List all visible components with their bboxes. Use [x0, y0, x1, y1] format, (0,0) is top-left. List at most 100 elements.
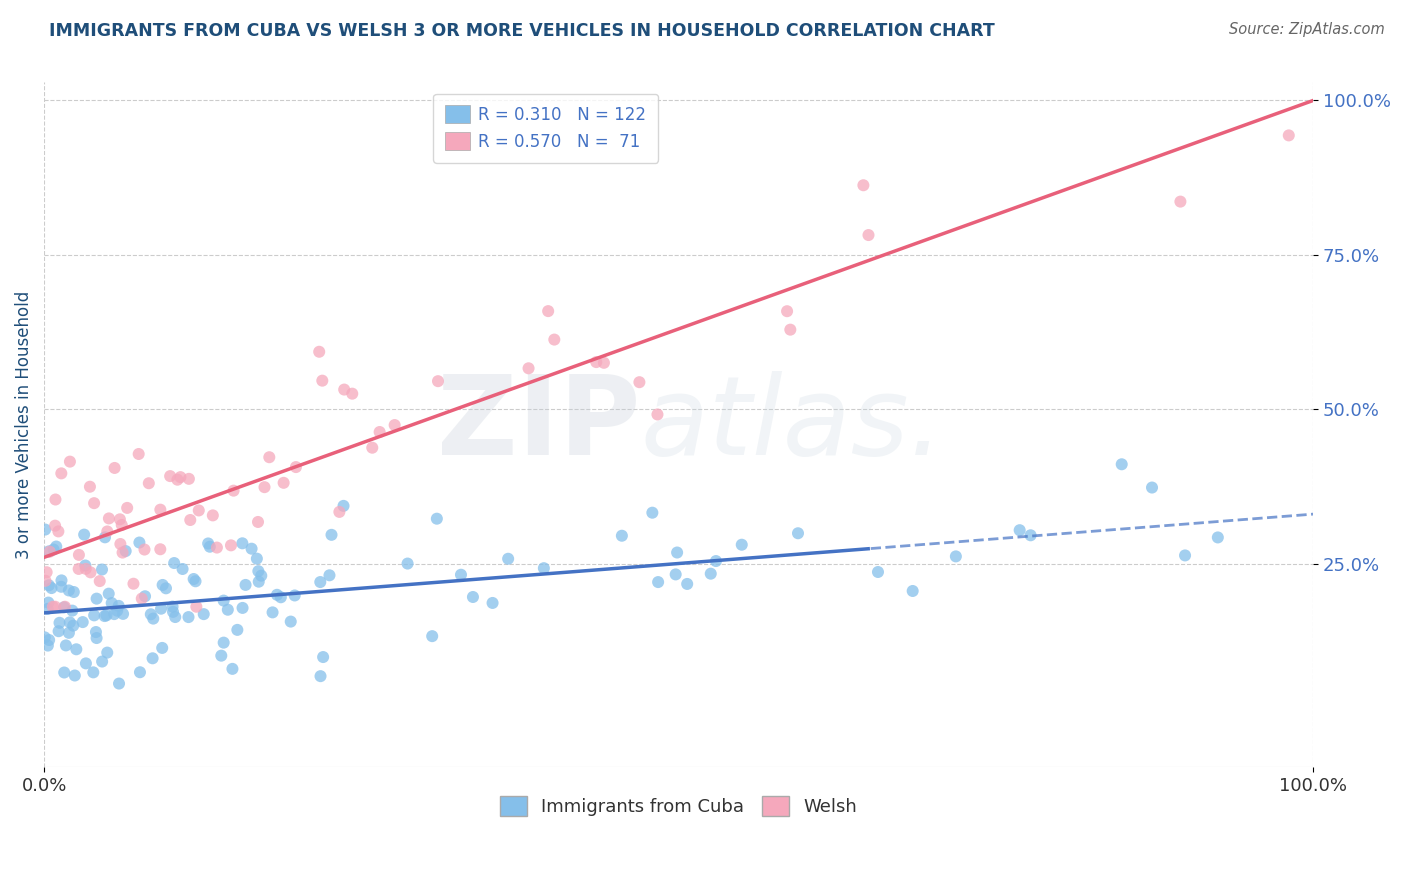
Point	[779, 323, 801, 337]
Point	[219, 538, 242, 552]
Point	[368, 425, 391, 439]
Point	[60, 604, 83, 618]
Point	[48, 615, 70, 630]
Point	[129, 665, 152, 680]
Point	[666, 545, 689, 559]
Point	[37, 639, 59, 653]
Point	[226, 623, 249, 637]
Point	[59, 615, 82, 630]
Point	[593, 356, 616, 370]
Point	[38, 544, 60, 558]
Point	[628, 375, 651, 389]
Point	[93, 609, 115, 624]
Point	[152, 578, 174, 592]
Point	[139, 607, 162, 622]
Point	[308, 344, 330, 359]
Point	[134, 589, 156, 603]
Text: IMMIGRANTS FROM CUBA VS WELSH 3 OR MORE VEHICLES IN HOUSEHOLD CORRELATION CHART: IMMIGRANTS FROM CUBA VS WELSH 3 OR MORE …	[49, 22, 995, 40]
Point	[53, 599, 76, 614]
Point	[48, 524, 70, 539]
Point	[165, 610, 187, 624]
Text: atlas.: atlas.	[641, 371, 945, 478]
Point	[134, 542, 156, 557]
Point	[55, 639, 77, 653]
Point	[128, 535, 150, 549]
Point	[585, 355, 607, 369]
Point	[533, 561, 555, 575]
Point	[37, 596, 59, 610]
Point	[1174, 549, 1197, 563]
Point	[945, 549, 967, 564]
Point	[221, 662, 243, 676]
Point	[86, 591, 108, 606]
Point	[273, 475, 295, 490]
Point	[247, 515, 270, 529]
Point	[1170, 194, 1192, 209]
Point	[222, 483, 245, 498]
Text: Source: ZipAtlas.com: Source: ZipAtlas.com	[1229, 22, 1385, 37]
Point	[342, 386, 364, 401]
Point	[246, 551, 269, 566]
Point	[776, 304, 799, 318]
Point	[665, 567, 688, 582]
Point	[35, 565, 58, 579]
Point	[131, 591, 153, 606]
Point	[169, 470, 191, 484]
Point	[328, 505, 350, 519]
Point	[111, 545, 134, 559]
Point	[610, 529, 633, 543]
Point	[311, 374, 333, 388]
Point	[79, 566, 101, 580]
Point	[42, 599, 65, 614]
Point	[333, 383, 356, 397]
Point	[82, 665, 104, 680]
Point	[42, 542, 65, 557]
Point	[103, 607, 125, 621]
Point	[193, 607, 215, 621]
Point	[75, 657, 97, 671]
Point	[201, 508, 224, 523]
Point	[1206, 531, 1229, 545]
Point	[41, 581, 63, 595]
Point	[262, 606, 284, 620]
Point	[128, 447, 150, 461]
Point	[115, 500, 138, 515]
Point	[38, 633, 60, 648]
Point	[384, 418, 406, 433]
Point	[647, 575, 669, 590]
Point	[73, 527, 96, 541]
Point	[312, 650, 335, 665]
Point	[361, 441, 384, 455]
Point	[461, 590, 484, 604]
Point	[75, 562, 97, 576]
Point	[37, 602, 59, 616]
Y-axis label: 3 or more Vehicles in Household: 3 or more Vehicles in Household	[15, 291, 32, 558]
Point	[1019, 528, 1042, 542]
Point	[83, 608, 105, 623]
Point	[280, 615, 302, 629]
Point	[426, 511, 449, 525]
Point	[75, 558, 97, 573]
Point	[177, 610, 200, 624]
Point	[240, 541, 263, 556]
Point	[34, 574, 56, 588]
Point	[163, 556, 186, 570]
Point	[217, 603, 239, 617]
Point	[1111, 457, 1133, 471]
Point	[253, 480, 276, 494]
Point	[53, 665, 76, 680]
Point	[517, 361, 540, 376]
Point	[86, 631, 108, 645]
Point	[537, 304, 560, 318]
Point	[1140, 481, 1163, 495]
Point	[110, 537, 132, 551]
Point	[247, 574, 270, 589]
Point	[97, 587, 120, 601]
Point	[647, 408, 669, 422]
Point	[51, 467, 73, 481]
Point	[105, 604, 128, 618]
Point	[34, 523, 56, 537]
Point	[787, 526, 810, 541]
Point	[212, 635, 235, 649]
Point	[107, 599, 129, 613]
